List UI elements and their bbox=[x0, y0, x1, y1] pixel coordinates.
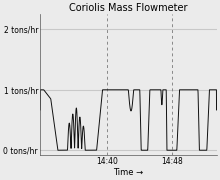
X-axis label: Time →: Time → bbox=[113, 168, 143, 177]
Title: Coriolis Mass Flowmeter: Coriolis Mass Flowmeter bbox=[69, 3, 188, 13]
